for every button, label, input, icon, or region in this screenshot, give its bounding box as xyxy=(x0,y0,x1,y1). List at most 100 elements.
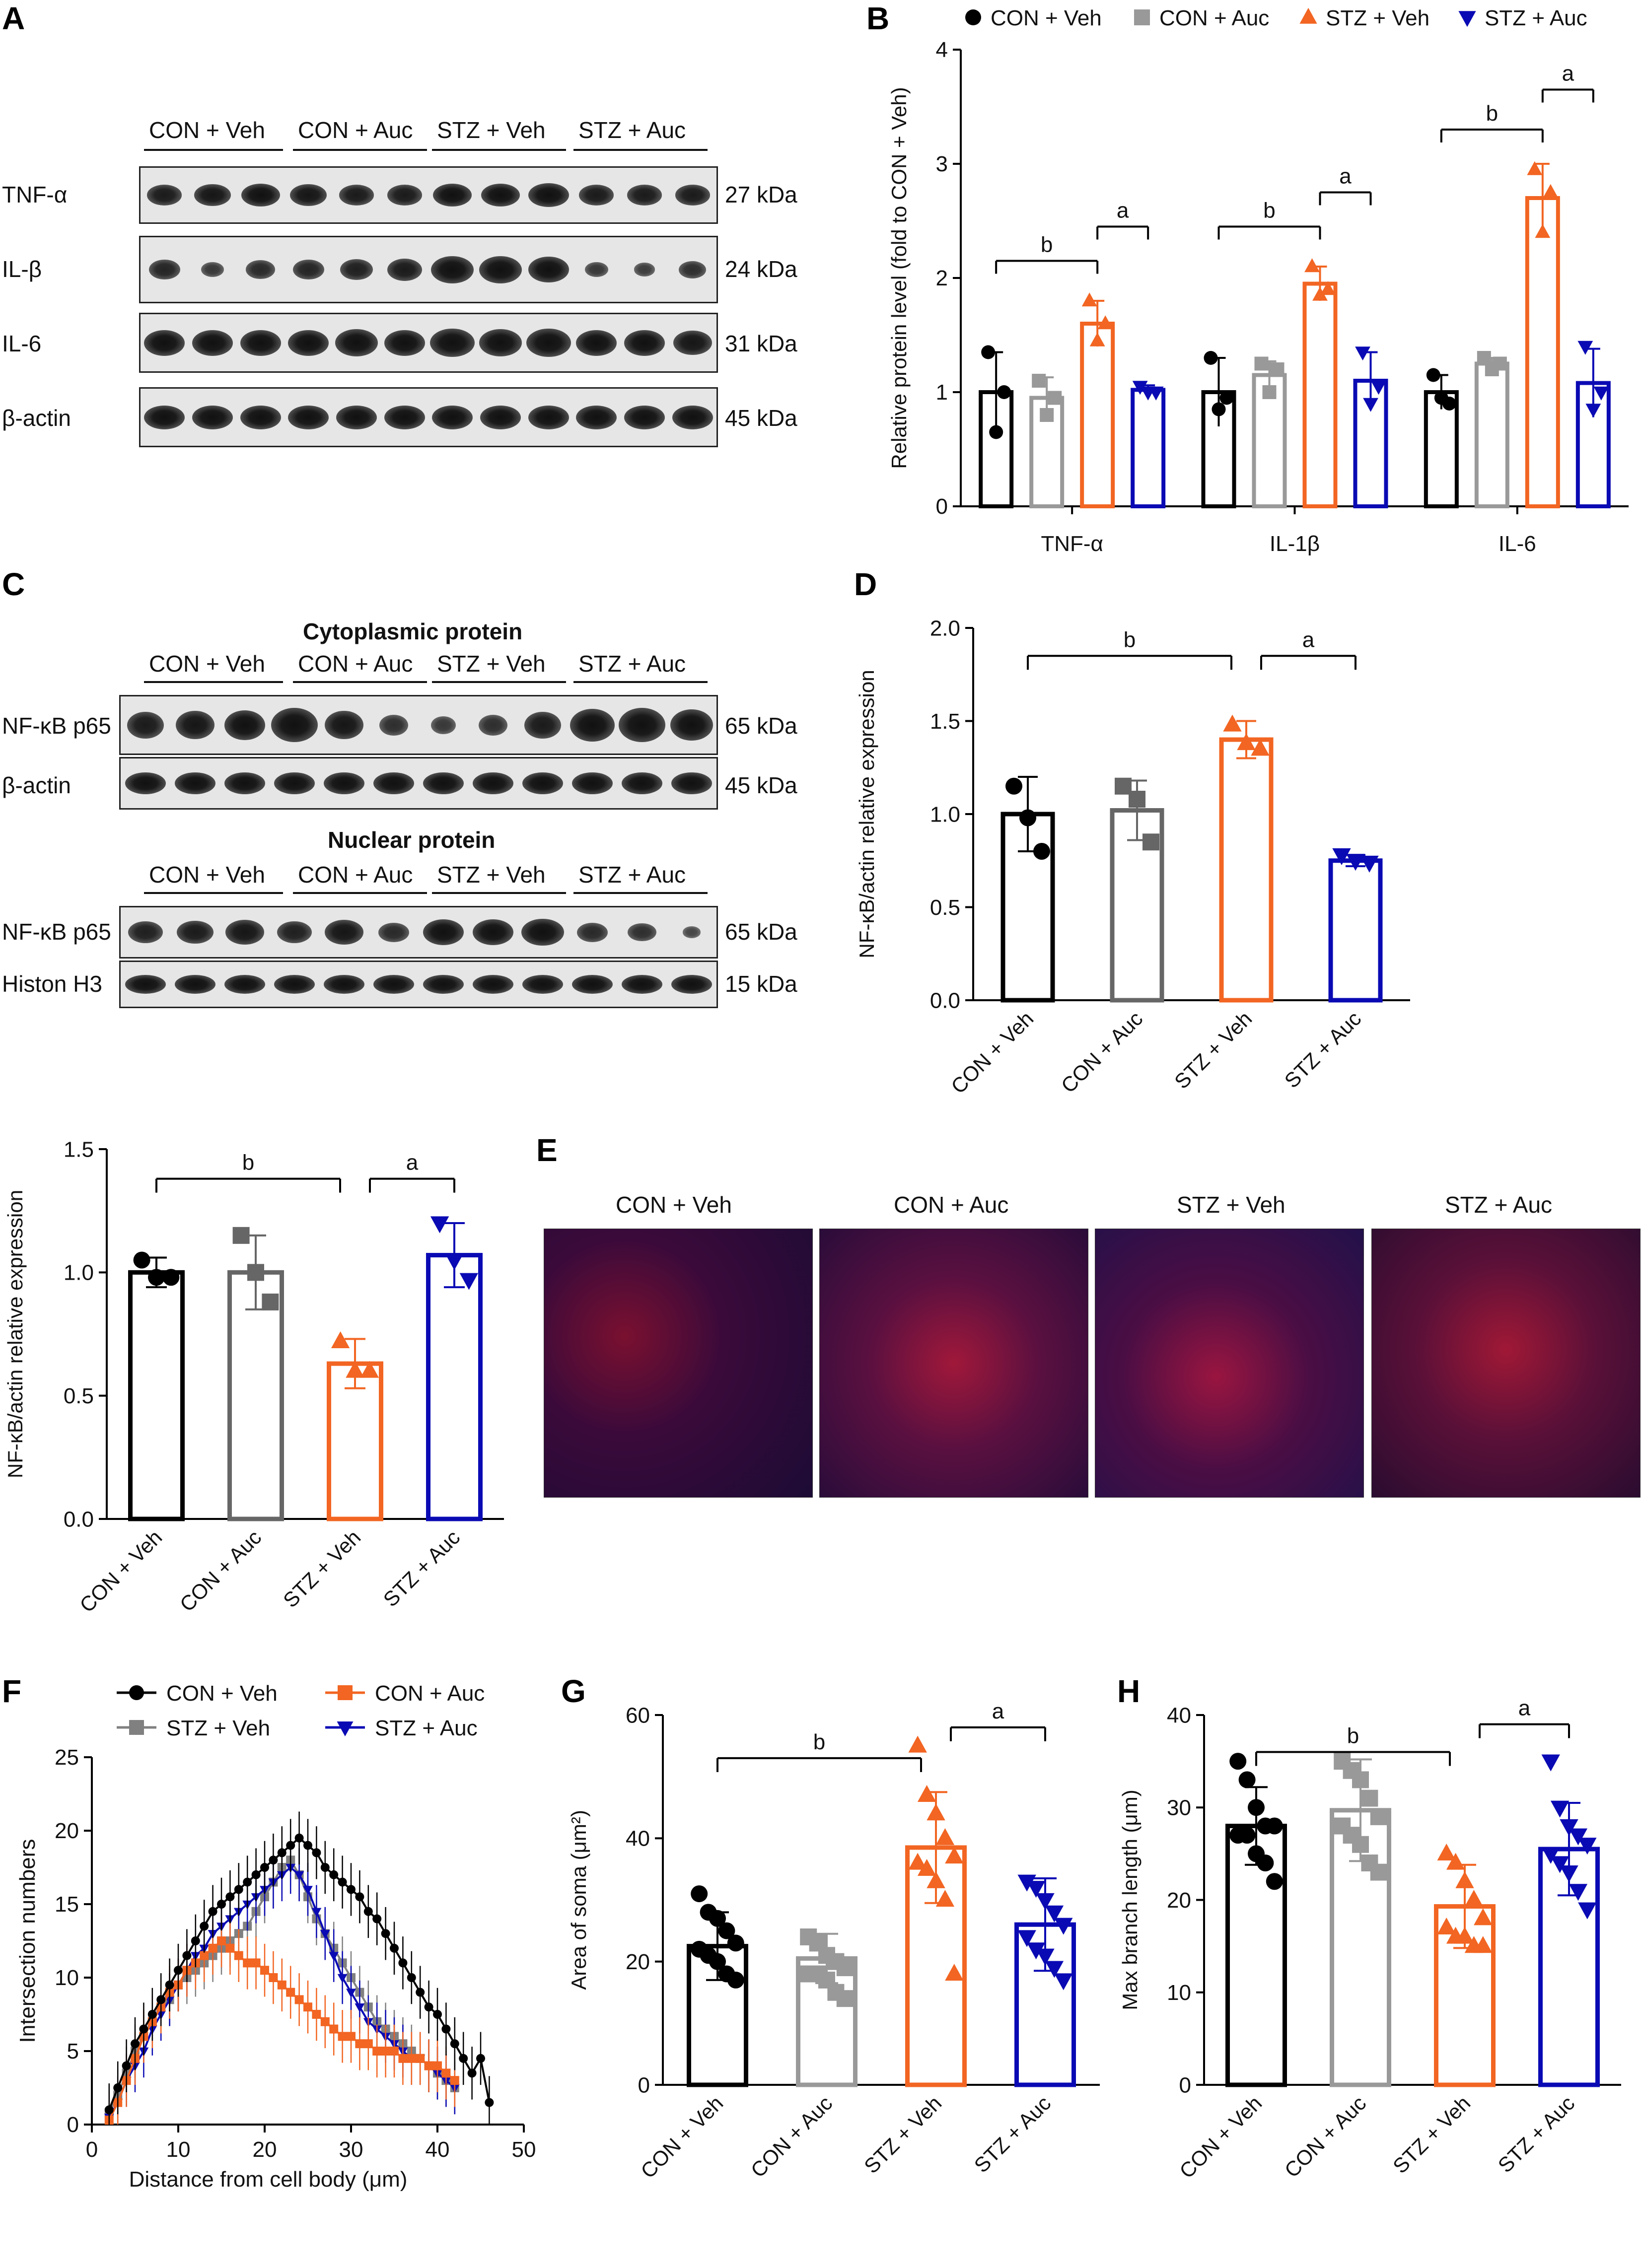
point-3-4 xyxy=(935,1828,955,1845)
point-1-1 xyxy=(1229,1753,1247,1770)
y-axis-title: Max branch length (μm) xyxy=(1118,1789,1142,2010)
bracket-label-5: b xyxy=(1486,101,1498,126)
blot-c-nuc-strip-histone-band-9 xyxy=(522,975,563,994)
point-1-3 xyxy=(1248,1799,1265,1816)
blot-c-nuc-underline-1 xyxy=(144,892,283,894)
series-1-point-29 xyxy=(347,1885,356,1894)
series-2-point-40 xyxy=(441,2068,451,2078)
point-3-4-3 xyxy=(1593,386,1609,401)
blot-c-cyto-strip-nfkb-band-5 xyxy=(325,711,363,739)
point-3-2 xyxy=(1446,1853,1465,1870)
fluo-title-3: STZ + Veh xyxy=(1177,1192,1285,1218)
series-1-point-39 xyxy=(433,2010,442,2019)
blot-c-cyto-group-4: STZ + Auc xyxy=(578,651,686,677)
blot-a-strip-il6-band-1 xyxy=(144,330,185,356)
x-category-label-3: IL-6 xyxy=(1499,532,1536,556)
blot-c-nuc-strip-nfkb-band-11 xyxy=(628,923,656,942)
point-3-1-3 xyxy=(1442,397,1456,411)
y-tick-label-3: 15 xyxy=(55,1892,79,1917)
point-2-10 xyxy=(836,1990,854,2007)
point-2-2-1 xyxy=(1254,356,1269,371)
point-3-1-1 xyxy=(1426,368,1440,382)
bar-1 xyxy=(1225,1824,1287,2087)
series-2-point-12 xyxy=(200,1951,209,1960)
point-4-3 xyxy=(1360,855,1379,873)
point-1-3 xyxy=(709,1910,726,1927)
blot-a-group-3: STZ + Veh xyxy=(437,117,546,143)
blot-a-strip-il6-band-12 xyxy=(673,330,712,355)
series-1-point-40 xyxy=(441,2024,451,2034)
point-4-3 xyxy=(1560,1819,1578,1836)
series-4-point-25 xyxy=(311,1908,322,1917)
blot-a-strip-tnf-band-7 xyxy=(433,184,472,206)
series-2-point-30 xyxy=(355,2039,364,2049)
blot-a-strip-il1b-band-12 xyxy=(679,261,706,278)
series-2-point-19 xyxy=(260,1966,269,1975)
y-tick-label-4: 4 xyxy=(936,38,948,62)
series-2-point-37 xyxy=(416,2054,425,2063)
point-2-2 xyxy=(247,1264,264,1281)
bar-3-3 xyxy=(1525,196,1560,508)
point-2-5 xyxy=(836,1959,854,1977)
point-1-3-1 xyxy=(1081,292,1097,307)
series-2-point-24 xyxy=(303,2002,312,2012)
blot-a-underline-1 xyxy=(144,149,283,151)
x-category-label-4: STZ + Auc xyxy=(1280,1007,1366,1093)
legend-label-3: STZ + Veh xyxy=(166,1716,270,1740)
point-2-8 xyxy=(1352,1836,1369,1853)
y-axis-title: NF-κB/actin relative expression xyxy=(855,670,878,958)
series-1-point-12 xyxy=(200,1922,209,1931)
point-3-8 xyxy=(1455,1926,1474,1944)
y-tick-label-1: 1 xyxy=(936,380,948,405)
x-tick-label-3: 30 xyxy=(339,2137,363,2162)
chart-f-sholl: 0 5 10 15 20 25 0 10 20 30 40 50 Distance from cell … xyxy=(15,1681,536,2192)
blot-c-cyto-kda-nfkb: 65 kDa xyxy=(725,713,797,739)
bar-3 xyxy=(1219,737,1274,1003)
y-tick-label-3: 60 xyxy=(626,1703,650,1727)
blot-a-strip-actin-band-7 xyxy=(432,405,473,429)
blot-c-nuc-label-histone: Histon H3 xyxy=(2,971,102,997)
series-2-point-34 xyxy=(390,2047,399,2056)
y-axis-title: NF-κB/actin relative expression xyxy=(3,1190,27,1478)
series-4-point-30 xyxy=(355,2003,365,2012)
blot-c-nuc-strip-nfkb-band-6 xyxy=(378,922,409,942)
blot-c-nuc-strip-histone-band-7 xyxy=(423,975,464,994)
point-4-5 xyxy=(1578,1838,1597,1855)
series-4-point-24 xyxy=(303,1886,313,1895)
blot-a-row-label-actin: β-actin xyxy=(2,405,71,431)
blot-c-nuc-kda-nfkb: 65 kDa xyxy=(725,919,797,945)
series-2-point-21 xyxy=(277,1980,286,1990)
point-3-2-3 xyxy=(1493,356,1507,371)
point-3-1 xyxy=(1223,714,1242,732)
blot-a-strip-il1b-band-9 xyxy=(528,256,569,283)
series-2-point-28 xyxy=(338,2032,347,2041)
blot-a-strip-il6-band-8 xyxy=(479,329,522,356)
series-1-point-43 xyxy=(467,2068,477,2078)
x-category-label-2: CON + Auc xyxy=(746,2091,837,2182)
blot-c-nuc-underline-2 xyxy=(293,892,427,894)
series-1-point-19 xyxy=(260,1863,269,1872)
panel-letter-b: B xyxy=(866,0,890,36)
y-tick-label-1: 10 xyxy=(1167,1981,1191,2005)
blot-c-cyto-strip-nfkb-band-8 xyxy=(479,714,507,736)
series-1-point-25 xyxy=(312,1848,321,1857)
point-2-5 xyxy=(1370,1808,1387,1825)
point-4-6 xyxy=(1017,1930,1036,1947)
series-1-point-17 xyxy=(243,1877,252,1887)
x-category-label-1: TNF-α xyxy=(1041,532,1103,556)
point-3-2 xyxy=(917,1785,936,1802)
series-2-point-38 xyxy=(424,2061,433,2070)
blot-c-cyto-underline-3 xyxy=(432,681,566,683)
y-tick-label-5: 25 xyxy=(55,1745,79,1770)
series-2-point-13 xyxy=(208,1943,217,1953)
blot-c-cyto-strip-nfkb-band-11 xyxy=(618,708,666,742)
series-2-point-36 xyxy=(407,2054,416,2063)
series-1-point-44 xyxy=(476,2054,485,2063)
x-category-label-2: CON + Auc xyxy=(1057,1007,1147,1098)
point-3-10 xyxy=(945,1964,964,1981)
point-4-1 xyxy=(430,1216,449,1234)
point-3-3-3 xyxy=(1543,184,1559,198)
series-2-point-14 xyxy=(217,1936,226,1945)
y-tick-label-3: 1.5 xyxy=(64,1137,94,1162)
legend-label-2: CON + Auc xyxy=(375,1681,485,1706)
